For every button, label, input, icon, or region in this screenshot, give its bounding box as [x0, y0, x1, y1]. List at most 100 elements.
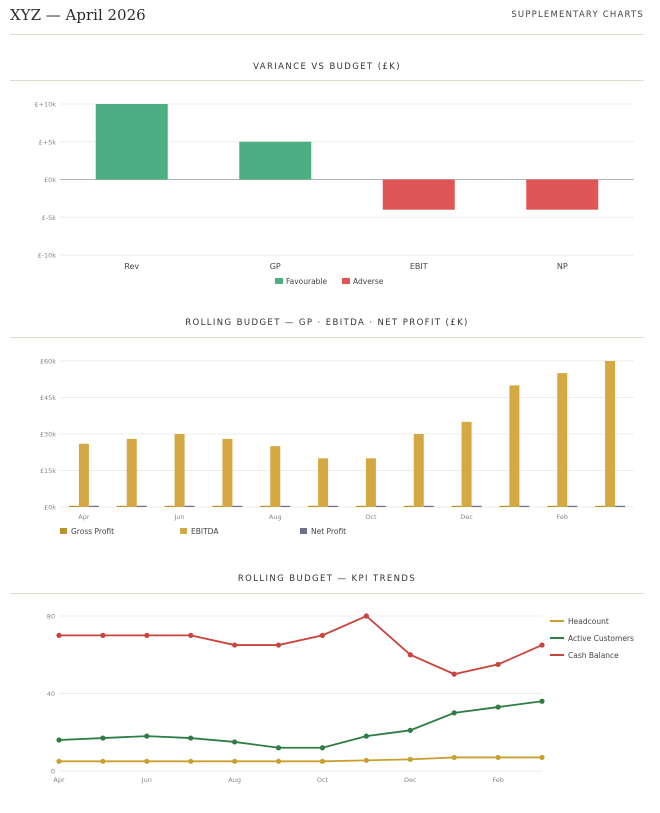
bar-net-profit-feb [567, 505, 578, 507]
point-headcount [407, 756, 413, 762]
bar-gross-profit-feb [547, 505, 558, 507]
bar-net-profit-may [136, 505, 147, 507]
y-tick-label: 40 [47, 690, 55, 698]
point-headcount [100, 758, 106, 764]
point-active-customers [495, 704, 501, 710]
point-active-customers [100, 735, 106, 741]
bar-net-profit-mar [615, 505, 626, 507]
bar-net-profit-nov [423, 505, 434, 507]
page-subtitle: SUPPLEMENTARY CHARTS [511, 10, 644, 20]
rolling-budget-chart-rule [10, 337, 644, 338]
point-headcount [232, 758, 238, 764]
bar-gross-profit-apr [68, 505, 79, 507]
x-tick-label: GP [270, 262, 281, 271]
legend-swatch [275, 278, 283, 284]
bar-ebitda-apr [78, 443, 89, 507]
page-title: XYZ — April 2026 [10, 6, 146, 24]
legend-swatch [342, 278, 350, 284]
bar-net-profit-jun [184, 505, 195, 507]
rolling-budget-chart: £0k £15k £30k £45k £60k Apr Jun Aug Oct Dec Feb Gro… [40, 358, 634, 536]
point-headcount [319, 758, 326, 764]
x-tick-label: Dec [460, 513, 473, 521]
y-tick-label: 80 [47, 613, 55, 621]
legend-label: Net Profit [311, 527, 346, 536]
point-cash-balance [275, 642, 282, 648]
legend-swatch [180, 528, 187, 534]
y-tick-label: £60k [40, 358, 56, 366]
kpi-trends-chart-title: ROLLING BUDGET — KPI TRENDS [237, 574, 417, 584]
rolling-budget-chart-title: ROLLING BUDGET — GP · EBITDA · NET PROFI… [185, 318, 469, 328]
bar-gross-profit-jan [499, 505, 510, 507]
bar-net-profit-jul [232, 505, 243, 507]
y-tick-label: £0k [44, 504, 56, 512]
bar-ebitda-jan [509, 385, 520, 507]
bar-gross-profit-jul [212, 505, 223, 507]
bar-ebitda-jul [222, 438, 233, 507]
variance-bar-gp [239, 141, 312, 180]
legend-label: EBITDA [191, 527, 219, 536]
point-headcount [275, 758, 282, 764]
point-cash-balance [451, 671, 457, 677]
bar-gross-profit-mar [595, 505, 606, 507]
bar-net-profit-jan [519, 505, 530, 507]
line-cash-balance [59, 614, 543, 676]
kpi-trends-chart: 0 40 80 Apr Jun Aug Oct Dec Feb Headcount Active C… [47, 613, 634, 785]
x-tick-label: Apr [78, 513, 90, 521]
point-active-customers [407, 727, 413, 733]
variance-bar-np [526, 179, 599, 210]
point-active-customers [275, 745, 282, 751]
x-tick-label: Feb [556, 513, 568, 521]
variance-chart-title: VARIANCE VS BUDGET (£K) [253, 62, 401, 72]
bar-ebitda-sep [318, 458, 329, 507]
point-cash-balance [407, 652, 413, 658]
bar-ebitda-may [126, 438, 137, 507]
y-tick-label: £-10k [37, 252, 56, 260]
x-tick-label: Feb [492, 776, 504, 784]
page-header: XYZ — April 2026 SUPPLEMENTARY CHARTS [10, 0, 644, 35]
y-tick-label: £0k [44, 176, 56, 184]
x-tick-label: Rev [124, 262, 139, 271]
bar-ebitda-oct [365, 458, 376, 507]
legend-label: Adverse [353, 277, 384, 286]
point-headcount [363, 757, 369, 763]
line-active-customers [58, 700, 543, 749]
y-tick-label: £+5k [39, 138, 57, 146]
y-tick-label: £30k [40, 431, 56, 439]
point-cash-balance [232, 642, 238, 648]
bar-ebitda-dec [461, 421, 472, 507]
x-tick-label: Aug [228, 776, 241, 784]
variance-chart-rule [10, 80, 644, 81]
variance-chart: £+10k £+5k £0k £-5k £-10k Rev GP EBIT NP Favourab… [34, 101, 634, 286]
legend-label: Cash Balance [568, 651, 619, 660]
legend-label: Gross Profit [71, 527, 114, 536]
legend-label: Active Customers [568, 634, 634, 643]
point-headcount [188, 758, 194, 764]
y-tick-label: £15k [40, 467, 56, 475]
point-cash-balance [144, 632, 150, 638]
point-cash-balance [495, 661, 501, 668]
x-tick-label: EBIT [410, 262, 428, 271]
x-tick-label: Oct [317, 776, 329, 784]
point-active-customers [363, 733, 369, 739]
bar-net-profit-apr [88, 505, 99, 507]
point-headcount [144, 758, 150, 764]
point-cash-balance [363, 613, 369, 619]
bar-ebitda-mar [605, 361, 616, 507]
x-tick-label: Oct [365, 513, 377, 521]
bar-gross-profit-oct [355, 505, 366, 507]
point-headcount [56, 758, 62, 764]
bar-gross-profit-sep [308, 505, 319, 507]
legend-swatch [60, 528, 67, 534]
legend-swatch [300, 528, 307, 534]
point-active-customers [144, 733, 150, 739]
variance-bar-ebit [382, 179, 455, 210]
bar-gross-profit-may [116, 505, 127, 507]
y-tick-label: £45k [40, 394, 56, 402]
line-headcount [59, 756, 542, 763]
legend-label: Headcount [568, 617, 609, 626]
point-cash-balance [539, 642, 545, 648]
point-cash-balance [100, 632, 106, 638]
kpi-trends-chart-rule [10, 593, 644, 594]
legend-label: Favourable [286, 277, 328, 286]
point-cash-balance [188, 632, 194, 638]
